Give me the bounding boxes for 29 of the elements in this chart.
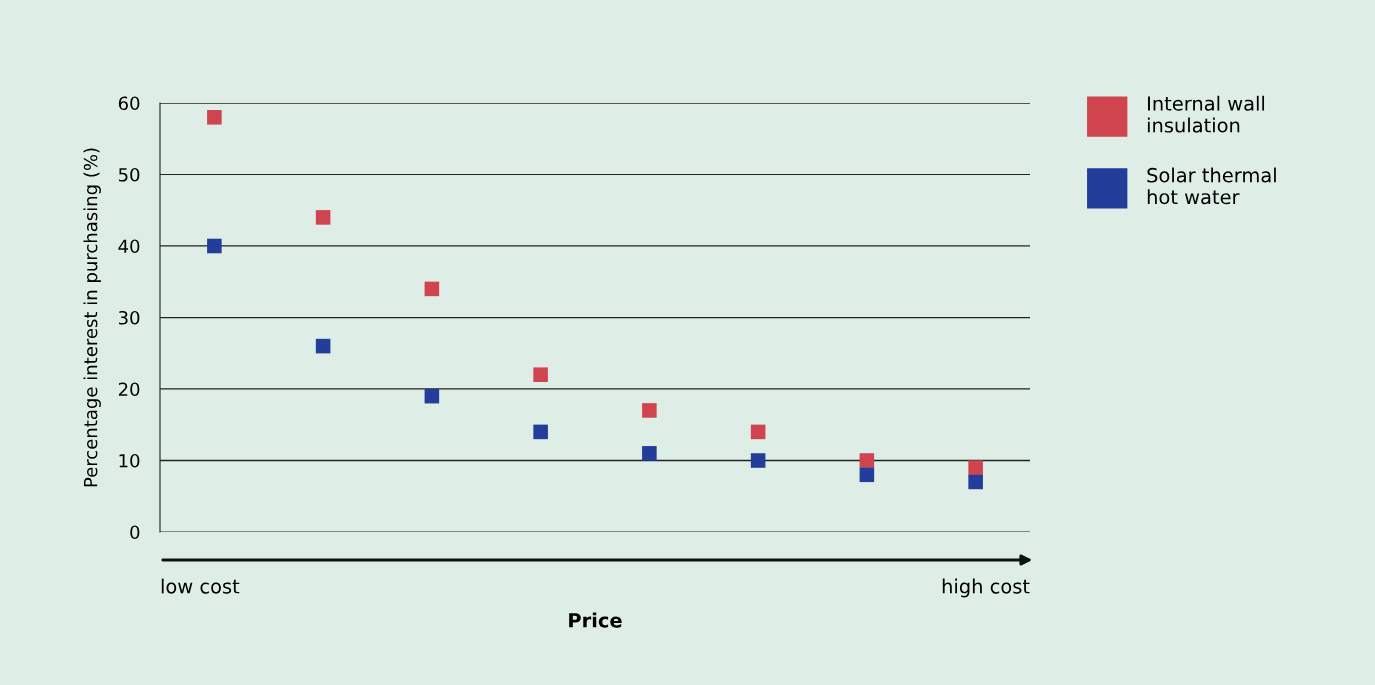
- point: [424, 388, 440, 404]
- point: [859, 453, 875, 468]
- point: [424, 281, 440, 297]
- y-tick-label: 40: [118, 239, 140, 254]
- text: high cost: [942, 578, 1030, 598]
- x-axis-title: Price: [569, 612, 622, 628]
- y-tick-label: 10: [119, 453, 140, 468]
- point: [315, 338, 331, 354]
- point: [207, 238, 222, 254]
- point: [968, 474, 983, 490]
- point: [968, 460, 983, 475]
- point: [859, 467, 875, 483]
- point: [533, 424, 548, 440]
- legend-label: Internal wall insulation: [1147, 95, 1265, 133]
- y-axis-title: Percentage interest in purchasing (%): [83, 148, 101, 487]
- point: [750, 453, 766, 468]
- point: [315, 210, 331, 225]
- point: [750, 424, 766, 440]
- y-tick-label: 20: [118, 382, 140, 397]
- y-tick-label: 30: [118, 310, 140, 325]
- point: [533, 367, 548, 382]
- text: low cost: [161, 578, 240, 594]
- y-tick-label: 0: [130, 525, 140, 540]
- point: [642, 403, 657, 418]
- point: [207, 110, 222, 125]
- legend-label: Solar thermal hot water: [1147, 167, 1276, 205]
- y-tick-label: 60: [118, 96, 140, 111]
- y-tick-label: 50: [118, 167, 140, 182]
- point: [642, 446, 657, 461]
